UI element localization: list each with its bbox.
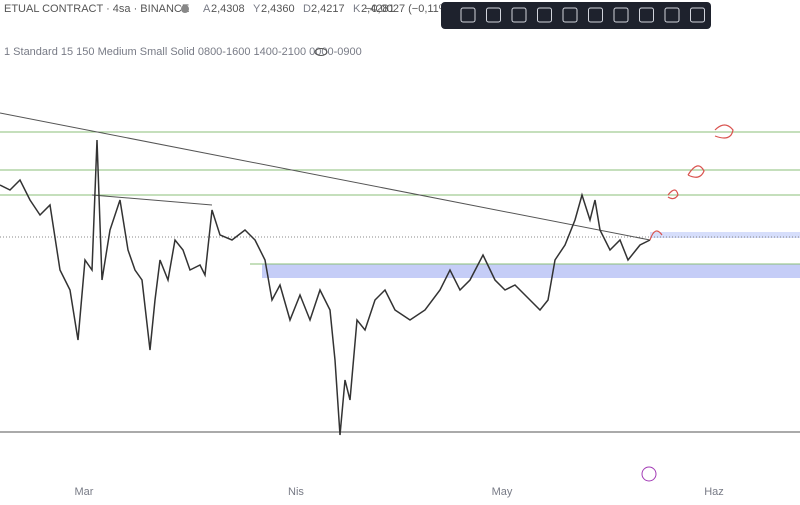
drawing-toolbar xyxy=(441,2,711,29)
tool-icon[interactable] xyxy=(511,7,527,23)
ohlc-value: 2,4308 xyxy=(211,3,245,15)
price-path xyxy=(0,139,651,436)
trend-line xyxy=(0,112,651,241)
ohlc: A 2,4308 Y 2,4360 D 2,4217 K 2,4281−0,0027 (−0,… xyxy=(203,3,452,15)
ohlc-key: Y xyxy=(253,3,261,15)
x-axis: Mar Nis May Haz xyxy=(75,486,724,498)
tool-icon[interactable] xyxy=(486,7,501,23)
x-tick-label: Mar xyxy=(75,486,94,498)
tool-icon[interactable] xyxy=(588,7,603,23)
tool-icon[interactable] xyxy=(460,7,476,23)
x-tick-label: Nis xyxy=(288,486,304,498)
levels xyxy=(0,131,800,265)
tool-icon[interactable] xyxy=(562,7,578,23)
zone xyxy=(650,232,800,238)
trend-line xyxy=(91,194,213,206)
tool-icon[interactable] xyxy=(690,7,705,23)
change: −0,0027 (−0,11%) xyxy=(365,3,452,15)
tool-icon[interactable] xyxy=(613,7,629,23)
x-tick-label: Haz xyxy=(704,486,724,498)
x-tick-label: May xyxy=(492,486,513,498)
status-dot xyxy=(181,5,189,13)
tool-icon[interactable] xyxy=(664,7,680,23)
zone xyxy=(262,264,800,278)
ohlc-key: D xyxy=(303,3,311,15)
arrow-annotations xyxy=(649,124,734,241)
visibility-icon[interactable] xyxy=(314,48,328,56)
tool-icon[interactable] xyxy=(537,7,552,23)
ohlc-value: 2,4217 xyxy=(311,3,345,15)
indicator-text: 1 Standard 15 150 Medium Small Solid 080… xyxy=(4,46,362,58)
alert-icon[interactable] xyxy=(641,466,657,482)
tool-icon[interactable] xyxy=(639,7,654,23)
ohlc-key: A xyxy=(203,3,211,15)
ohlc-value: 2,4281 xyxy=(361,3,395,15)
toolbar-icons xyxy=(460,7,705,23)
ohlc-value: 2,4360 xyxy=(261,3,295,15)
ohlc-key: K xyxy=(353,3,361,15)
symbol: ETUAL CONTRACT · 4sa · BINANCE xyxy=(4,3,189,15)
